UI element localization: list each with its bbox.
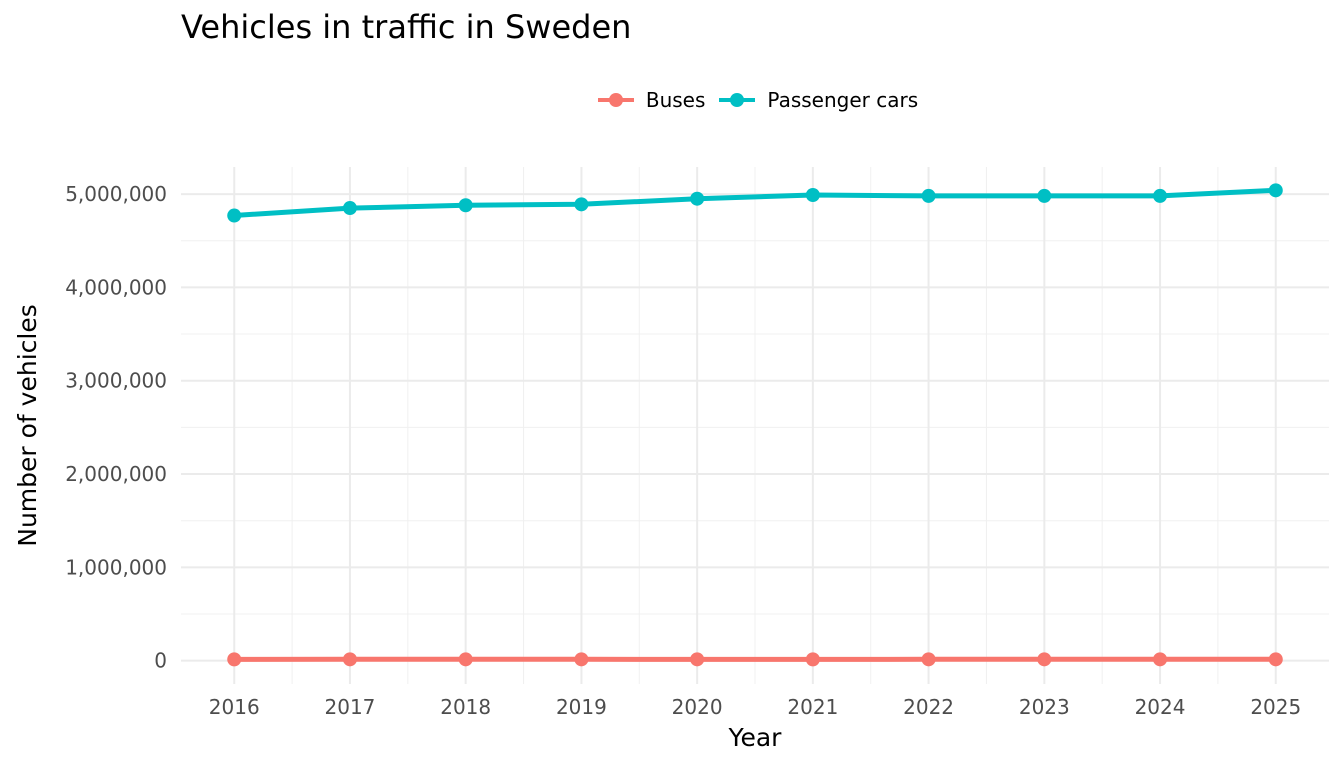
- data-point-buses: [458, 652, 473, 667]
- data-point-passenger-cars: [690, 191, 705, 206]
- x-tick-label: 2022: [903, 695, 954, 719]
- x-axis-title: Year: [728, 723, 783, 752]
- y-axis-title: Number of vehicles: [13, 304, 42, 546]
- data-point-passenger-cars: [1153, 188, 1168, 203]
- x-tick-labels: 2016 2017 2018 2019 2020 2021 2022 2023 2024 2025: [209, 695, 1301, 719]
- legend-item-buses: Buses: [596, 86, 706, 114]
- x-tick-label: 2024: [1135, 695, 1186, 719]
- data-point-buses: [1268, 652, 1283, 667]
- series-line-passenger-cars: [234, 187, 1276, 218]
- data-point-buses: [690, 652, 705, 667]
- data-point-passenger-cars: [574, 197, 589, 212]
- x-tick-label: 2020: [672, 695, 723, 719]
- x-tick-label: 2023: [1019, 695, 1070, 719]
- x-tick-label: 2021: [787, 695, 838, 719]
- data-point-buses: [1153, 652, 1168, 667]
- data-point-passenger-cars: [227, 208, 242, 223]
- y-tick-label: 4,000,000: [65, 275, 167, 299]
- legend: Buses Passenger cars: [0, 86, 1344, 114]
- y-tick-label: 3,000,000: [65, 369, 167, 393]
- legend-key-passenger-cars: [717, 86, 757, 114]
- legend-point-buses: [608, 93, 623, 107]
- legend-item-passenger-cars: Passenger cars: [717, 86, 918, 114]
- data-point-buses: [227, 652, 242, 667]
- x-tick-label: 2025: [1250, 695, 1301, 719]
- data-point-passenger-cars: [458, 198, 473, 213]
- minor-gridlines: [181, 167, 1329, 684]
- data-point-buses: [342, 652, 357, 667]
- y-tick-label: 1,000,000: [65, 555, 167, 579]
- x-tick-label: 2018: [440, 695, 491, 719]
- data-point-passenger-cars: [342, 201, 357, 216]
- data-point-buses: [1037, 652, 1052, 667]
- y-tick-label: 0: [154, 649, 167, 673]
- data-point-passenger-cars: [921, 188, 936, 203]
- legend-label-buses: Buses: [645, 88, 706, 112]
- y-tick-labels: 0 1,000,000 2,000,000 3,000,000 4,000,000 5,0…: [65, 182, 167, 673]
- x-tick-label: 2019: [556, 695, 607, 719]
- x-tick-label: 2017: [325, 695, 376, 719]
- major-gridlines: [181, 167, 1329, 684]
- legend-point-passenger-cars: [730, 93, 745, 107]
- chart-title: Vehicles in traffic in Sweden: [181, 8, 632, 46]
- y-tick-label: 2,000,000: [65, 462, 167, 486]
- y-tick-label: 5,000,000: [65, 182, 167, 206]
- data-point-passenger-cars: [805, 187, 820, 202]
- data-point-passenger-cars: [1037, 188, 1052, 203]
- data-point-passenger-cars: [1268, 183, 1283, 198]
- series-layer: [227, 183, 1283, 667]
- legend-key-buses: [596, 86, 636, 114]
- data-point-buses: [574, 652, 589, 667]
- data-point-buses: [921, 652, 936, 667]
- legend-label-passenger-cars: Passenger cars: [767, 88, 919, 112]
- data-point-buses: [805, 652, 820, 667]
- x-tick-label: 2016: [209, 695, 260, 719]
